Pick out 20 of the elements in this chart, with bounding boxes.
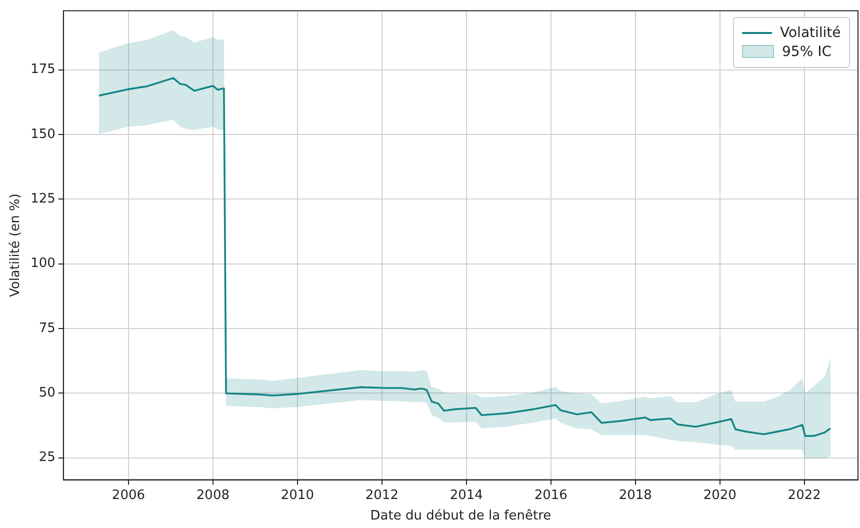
y-axis-title: Volatilité (en %) — [8, 194, 24, 298]
y-tick-label: 100 — [30, 256, 56, 272]
annotation: 95% IC — [782, 44, 832, 60]
x-tick-label: 2016 — [534, 488, 568, 503]
x-tick-label: 2008 — [196, 488, 230, 503]
x-tick-label: 2010 — [280, 488, 314, 503]
x-tick-label: 2020 — [703, 488, 736, 503]
x-tick-label: 2012 — [365, 488, 398, 503]
x-tick-label: 2022 — [788, 488, 821, 503]
y-tick-label: 125 — [30, 192, 56, 206]
x-tick-label: 2014 — [450, 488, 483, 503]
legend-label: Volatilité — [780, 24, 841, 41]
y-tick-label: 50 — [38, 386, 56, 401]
y-tick-label: 150 — [30, 126, 56, 142]
x-tick-label: 2018 — [618, 488, 652, 503]
y-tick-label: 175 — [30, 62, 56, 78]
y-tick-label: 25 — [38, 450, 56, 466]
x-tick-label: 2006 — [112, 488, 146, 503]
y-tick-label: 75 — [38, 320, 56, 336]
x-axis-title: Date du début de la fenêtre — [370, 508, 552, 524]
